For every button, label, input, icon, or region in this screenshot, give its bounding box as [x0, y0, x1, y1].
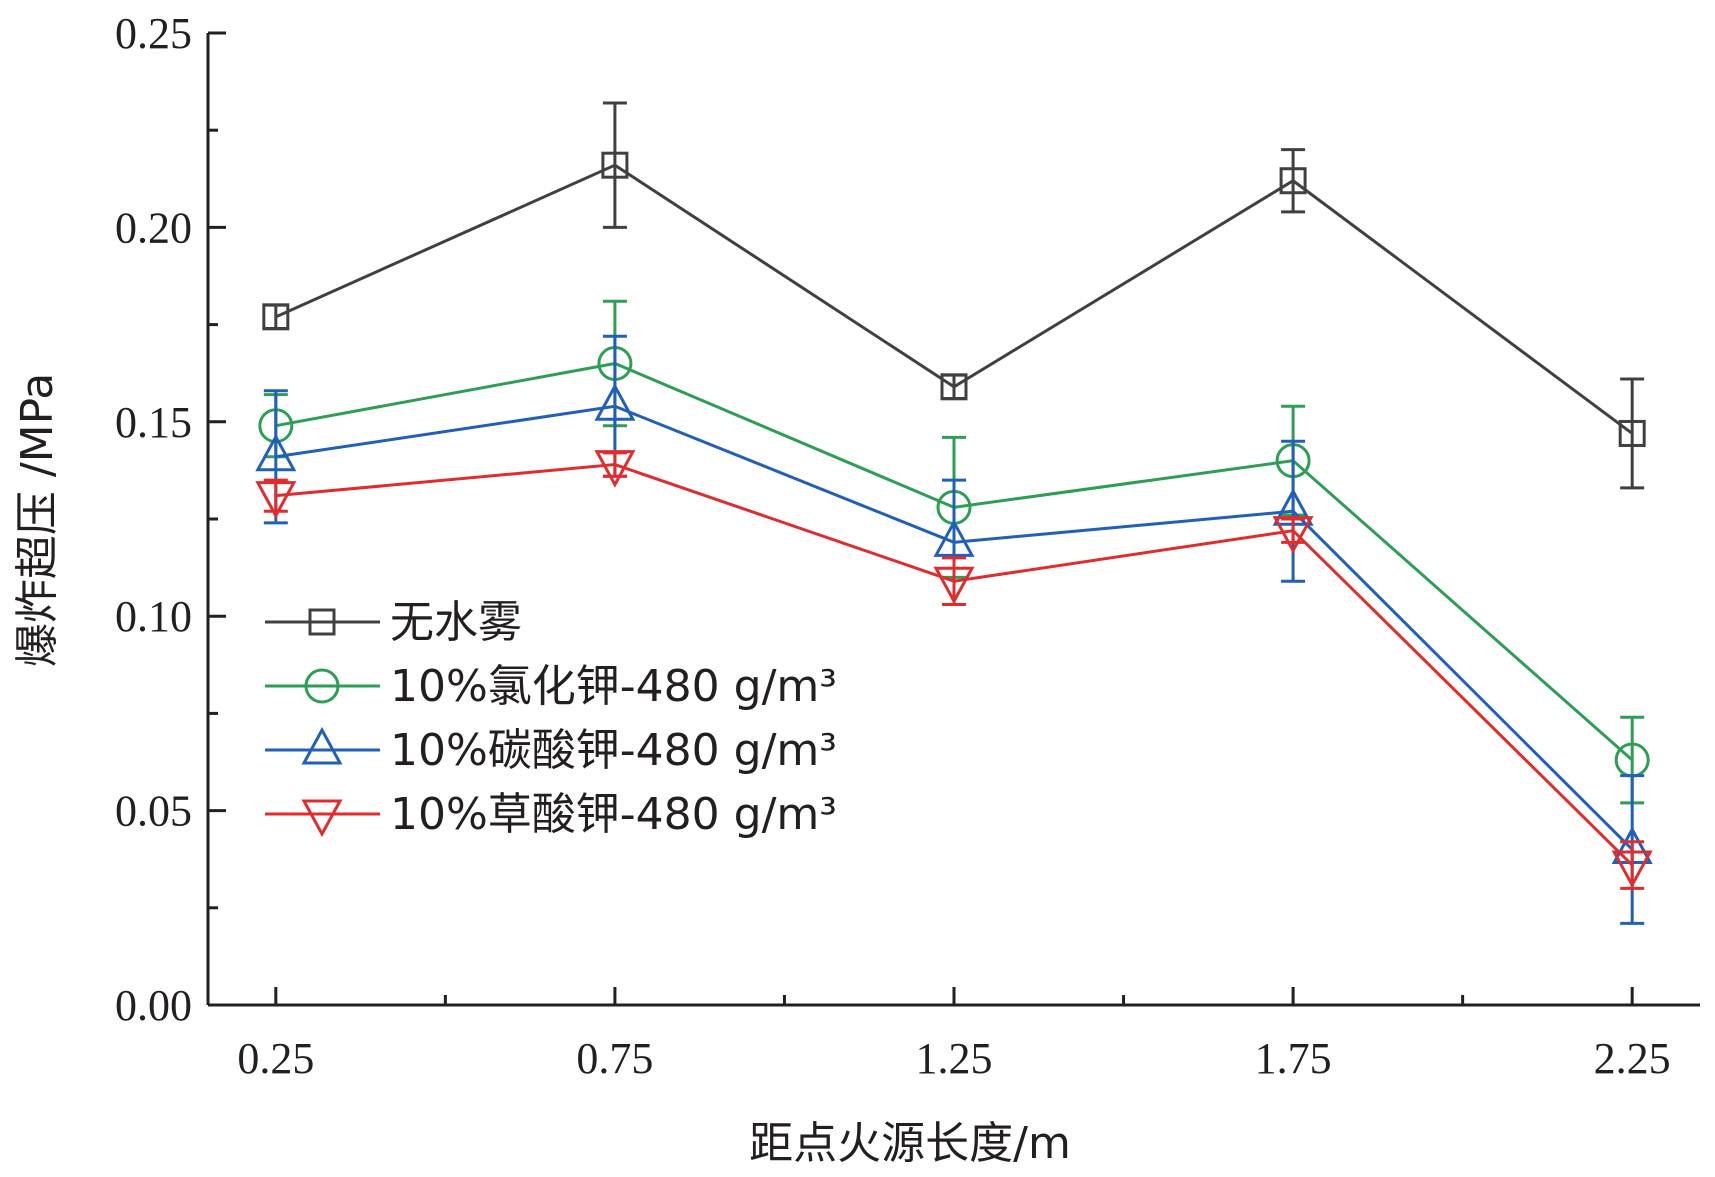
data-point	[1611, 850, 1653, 889]
legend-marker-shape	[308, 608, 336, 636]
legend-item-2: 10%氯化钾-480 g/m³	[265, 661, 837, 712]
legend: 无水雾 10%氯化钾-480 g/m³ 10%碳酸钾-480 g/m³ 10%草酸钾-…	[265, 597, 837, 840]
legend-label: 无水雾	[390, 597, 522, 648]
data-point-shape	[262, 303, 290, 331]
data-point	[1618, 419, 1646, 447]
y-tick-label: 0.10	[115, 592, 192, 641]
data-point	[933, 566, 975, 605]
data-point	[594, 383, 636, 421]
legend-label: 10%碳酸钾-480 g/m³	[390, 725, 837, 776]
data-point	[1272, 516, 1314, 554]
legend-item-4: 10%草酸钾-480 g/m³	[265, 789, 837, 840]
legend-item-1: 无水雾	[265, 597, 522, 648]
data-point	[933, 519, 975, 557]
data-point	[594, 450, 636, 488]
y-tick-label: 0.15	[115, 398, 192, 447]
y-tick-label: 0.05	[115, 787, 192, 836]
data-point-shape	[1279, 167, 1307, 195]
legend-marker	[308, 608, 336, 636]
legend-marker	[301, 726, 343, 765]
legend-label: 10%氯化钾-480 g/m³	[390, 661, 837, 712]
y-tick-label: 0.25	[115, 9, 192, 58]
data-point	[255, 481, 297, 519]
data-point	[255, 433, 297, 472]
x-tick-label: 1.75	[1255, 1034, 1332, 1083]
x-tick-label: 2.25	[1594, 1034, 1671, 1083]
legend-marker	[304, 668, 340, 704]
y-tick-label: 0.20	[115, 203, 192, 252]
y-axis-title: 爆炸超压 /MPa	[12, 373, 63, 667]
data-point-shape	[601, 151, 629, 179]
x-axis-title: 距点火源长度/m	[749, 1118, 1071, 1169]
legend-marker	[301, 799, 343, 838]
data-point-shape	[940, 373, 968, 401]
series-1	[262, 101, 1646, 490]
data-point	[601, 151, 629, 179]
legend-label: 10%草酸钾-480 g/m³	[390, 789, 837, 840]
y-tick-label: 0.00	[115, 981, 192, 1030]
data-point-shape	[1618, 419, 1646, 447]
x-tick-label: 1.25	[916, 1034, 993, 1083]
series-4	[255, 450, 1653, 890]
series-layer	[255, 101, 1653, 925]
x-tick-label: 0.25	[237, 1034, 314, 1083]
data-point	[1279, 167, 1307, 195]
x-tick-label: 0.75	[576, 1034, 653, 1083]
axes: 0.00 0.05 0.10 0.15 0.20 0.25 0.25 0.75 1.25 1.75…	[115, 9, 1700, 1083]
data-point	[940, 373, 968, 401]
legend-item-3: 10%碳酸钾-480 g/m³	[265, 725, 837, 776]
data-point	[262, 303, 290, 331]
